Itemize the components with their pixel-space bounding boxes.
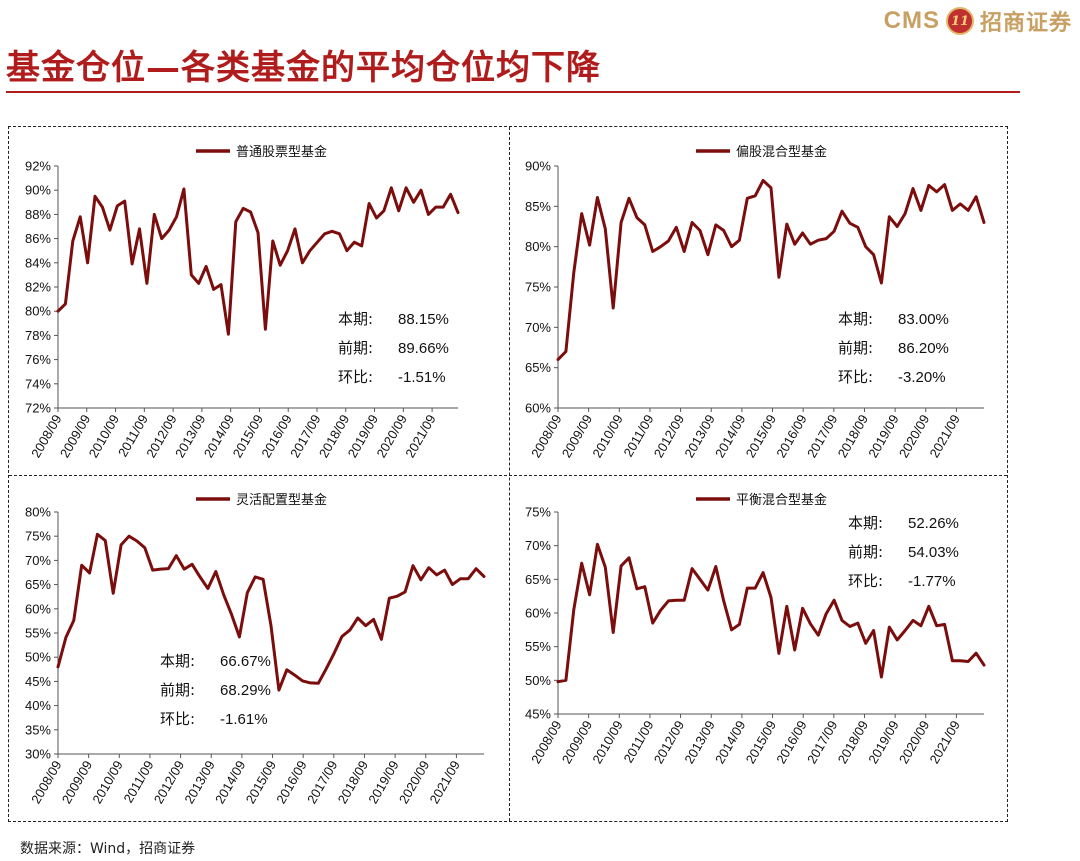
data-source-note: 数据来源：Wind，招商证券 — [20, 841, 196, 857]
series-line — [556, 542, 986, 684]
y-tick-label: 50% — [525, 673, 551, 688]
y-tick-label: 65% — [525, 360, 551, 375]
stats-value: 86.20% — [898, 340, 949, 357]
y-tick-label: 80% — [25, 304, 51, 319]
stats-box: 本期: 88.15% 前期: 89.66% 环比: -1.51% — [338, 310, 449, 386]
y-tick-label: 40% — [25, 698, 51, 713]
stats-value: 66.67% — [220, 653, 271, 670]
stats-box: 本期: 66.67% 前期: 68.29% 环比: -1.61% — [160, 652, 271, 728]
y-tick-label: 70% — [25, 553, 51, 568]
y-tick-label: 88% — [25, 207, 51, 222]
x-tick-label: 2010/09 — [589, 718, 625, 766]
logo-badge-text: 11 — [950, 13, 970, 29]
y-tick-label: 45% — [25, 674, 51, 689]
series-line — [56, 532, 486, 692]
y-tick-label: 30% — [25, 747, 51, 762]
series-line — [556, 179, 986, 362]
logo-company-name: 招商证券 — [979, 11, 1072, 36]
page-title: 基金仓位—各类基金的平均仓位均下降 — [6, 48, 601, 88]
y-tick-label: 76% — [25, 352, 51, 367]
stats-value: 88.15% — [398, 311, 449, 328]
stats-label: 前期: — [848, 543, 883, 561]
stats-value: 68.29% — [220, 682, 271, 699]
stats-label: 本期: — [848, 514, 883, 532]
stats-label: 前期: — [160, 681, 195, 699]
stats-value: 54.03% — [908, 544, 959, 561]
stats-box: 本期: 83.00% 前期: 86.20% 环比: -3.20% — [838, 310, 949, 386]
chart-legend: 灵活配置型基金 — [196, 492, 327, 508]
y-tick-label: 80% — [525, 239, 551, 254]
chart-flexible-allocation-fund: 灵活配置型基金 30% 35% 40% 45% 50% 55% 60% 65% 70% 75% 80%… — [25, 492, 486, 806]
y-tick-label: 75% — [525, 505, 551, 520]
y-tick-label: 74% — [25, 376, 51, 391]
stats-label: 环比: — [160, 710, 195, 728]
stats-label: 前期: — [338, 339, 373, 357]
stats-value: 52.26% — [908, 515, 959, 532]
y-tick-label: 80% — [25, 505, 51, 520]
legend-label: 平衡混合型基金 — [736, 492, 827, 508]
legend-label: 灵活配置型基金 — [236, 492, 327, 508]
stats-value: -1.51% — [398, 369, 446, 386]
y-tick-label: 75% — [25, 529, 51, 544]
y-tick-label: 85% — [525, 199, 551, 214]
stats-value: 83.00% — [898, 311, 949, 328]
x-tick-label: 2010/09 — [589, 412, 625, 460]
stats-label: 前期: — [838, 339, 873, 357]
y-tick-label: 70% — [525, 320, 551, 335]
y-tick-label: 65% — [525, 572, 551, 587]
title-underline — [6, 91, 1020, 93]
y-tick-label: 60% — [25, 601, 51, 616]
y-tick-label: 78% — [25, 328, 51, 343]
logo-cms-text: CMS — [883, 7, 940, 34]
chart-equity-hybrid-fund: 偏股混合型基金60%65%70%75%80%85%90%2008/092009/… — [525, 144, 986, 460]
y-tick-label: 35% — [25, 722, 51, 737]
legend-label: 偏股混合型基金 — [736, 144, 827, 160]
brand-logo: CMS 11 招商证券 — [884, 6, 1072, 36]
stats-value: -1.77% — [908, 573, 956, 590]
panel-divider-vertical — [509, 127, 510, 821]
stats-label: 环比: — [838, 368, 873, 386]
chart-legend: 普通股票型基金 — [196, 144, 327, 160]
y-tick-label: 55% — [525, 639, 551, 654]
chart-legend: 平衡混合型基金 — [696, 492, 827, 508]
x-tick-label: 2021/09 — [427, 758, 463, 806]
y-tick-label: 55% — [25, 626, 51, 641]
logo-badge-icon: 11 — [945, 7, 974, 35]
stats-label: 本期: — [838, 310, 873, 328]
stats-value: 89.66% — [398, 340, 449, 357]
panel-divider-horizontal — [9, 475, 1007, 476]
y-tick-label: 84% — [25, 255, 51, 270]
y-tick-label: 90% — [525, 159, 551, 174]
stats-label: 本期: — [160, 652, 195, 670]
y-tick-label: 92% — [25, 159, 51, 174]
stats-value: -1.61% — [220, 711, 268, 728]
y-tick-label: 72% — [25, 401, 51, 416]
x-tick-label: 2021/09 — [927, 718, 963, 766]
x-tick-label: 2021/09 — [927, 412, 963, 460]
legend-label: 普通股票型基金 — [236, 144, 327, 160]
y-tick-label: 82% — [25, 280, 51, 295]
y-tick-label: 60% — [525, 401, 551, 416]
x-tick-label: 2010/09 — [89, 758, 125, 806]
stats-label: 本期: — [338, 310, 373, 328]
chart-balanced-hybrid-fund: 平衡混合型基金45%50%55%60%65%70%75%2008/092009/… — [525, 492, 986, 766]
series-line — [56, 186, 460, 336]
y-tick-label: 50% — [25, 650, 51, 665]
y-tick-label: 75% — [525, 280, 551, 295]
y-tick-label: 65% — [25, 577, 51, 592]
y-tick-label: 86% — [25, 231, 51, 246]
y-tick-label: 60% — [525, 606, 551, 621]
y-tick-label: 90% — [25, 183, 51, 198]
chart-grid — [8, 126, 1008, 822]
y-tick-label: 45% — [525, 707, 551, 722]
stats-value: -3.20% — [898, 369, 946, 386]
y-tick-label: 70% — [525, 538, 551, 553]
stats-label: 环比: — [338, 368, 373, 386]
stats-label: 环比: — [848, 572, 883, 590]
stats-box: 本期: 52.26% 前期: 54.03% 环比: -1.77% — [848, 514, 959, 590]
chart-stock-fund: 普通股票型基金 72% 74% 76% 78% 80% 82% 84% 86% 88% 90% 92%… — [25, 144, 460, 460]
chart-legend: 偏股混合型基金 — [696, 144, 827, 160]
